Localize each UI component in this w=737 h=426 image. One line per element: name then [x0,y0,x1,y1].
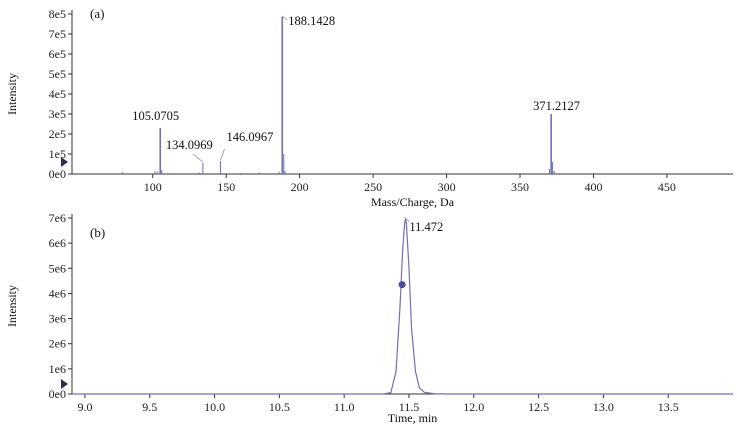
x-tick-label: 13.5 [658,400,679,414]
peak-label: 11.472 [409,220,443,234]
x-tick-label: 450 [658,180,676,194]
y-tick-label: 5e5 [49,67,66,81]
y-tick-label: 1e6 [49,362,66,376]
peak-label-leader [404,216,410,223]
y-tick-label: 0e0 [49,387,66,401]
x-tick-label: 10.0 [204,400,225,414]
x-tick-label: 200 [291,180,309,194]
y-tick-label: 6e5 [49,47,66,61]
peak-label-leader [282,15,288,21]
x-tick-label: 13.0 [593,400,614,414]
x-tick-label: 12.0 [463,400,484,414]
peak-label: 371.2127 [533,99,580,113]
y-tick-label: 3e6 [49,312,66,326]
x-tick-label: 350 [511,180,529,194]
panel-label: (a) [90,6,104,21]
peak-label: 134.0969 [166,138,213,152]
baseline-arrow-icon [61,157,68,167]
x-tick-label: 250 [364,180,382,194]
x-tick-label: 9.5 [142,400,157,414]
x-tick-label: 400 [584,180,602,194]
selected-point-marker [398,281,406,289]
peak-label-leader [220,148,225,161]
y-tick-label: 8e5 [49,7,66,21]
x-tick-label: 300 [438,180,456,194]
y-axis-title: Intensity [5,285,19,327]
chromatogram-trace [72,218,733,395]
y-tick-label: 4e6 [49,286,66,300]
y-tick-label: 0e0 [49,167,66,181]
peak-label: 146.0967 [226,130,273,144]
y-axis-title: Intensity [5,73,19,115]
peak-label-leader [192,153,204,163]
x-tick-label: 10.5 [269,400,290,414]
x-tick-label: 150 [217,180,235,194]
y-tick-label: 3e5 [49,107,66,121]
x-tick-label: 9.0 [77,400,92,414]
y-tick-label: 2e5 [49,127,66,141]
x-tick-label: 11.5 [399,400,420,414]
y-tick-label: 5e6 [49,261,66,275]
y-tick-label: 2e6 [49,337,66,351]
peak-label: 105.0705 [132,109,179,123]
x-axis-title: Time, min [388,411,438,425]
panel-b-chromatogram: 0e0 1e6 2e6 3e6 4e6 5e6 6e6 7e6 9.0 9.5 10.0 10.5 11… [5,211,733,425]
x-axis-title: Mass/Charge, Da [371,195,455,209]
y-tick-label: 7e5 [49,27,66,41]
y-tick-label: 6e6 [49,236,66,250]
panel-label: (b) [90,225,105,240]
x-tick-label: 11.0 [334,400,355,414]
x-tick-label: 100 [144,180,162,194]
peak-label: 188.1428 [288,14,335,28]
x-tick-label: 12.5 [528,400,549,414]
y-tick-label: 4e5 [49,87,66,101]
baseline-arrow-icon [61,379,68,389]
y-tick-label: 7e6 [49,211,66,225]
